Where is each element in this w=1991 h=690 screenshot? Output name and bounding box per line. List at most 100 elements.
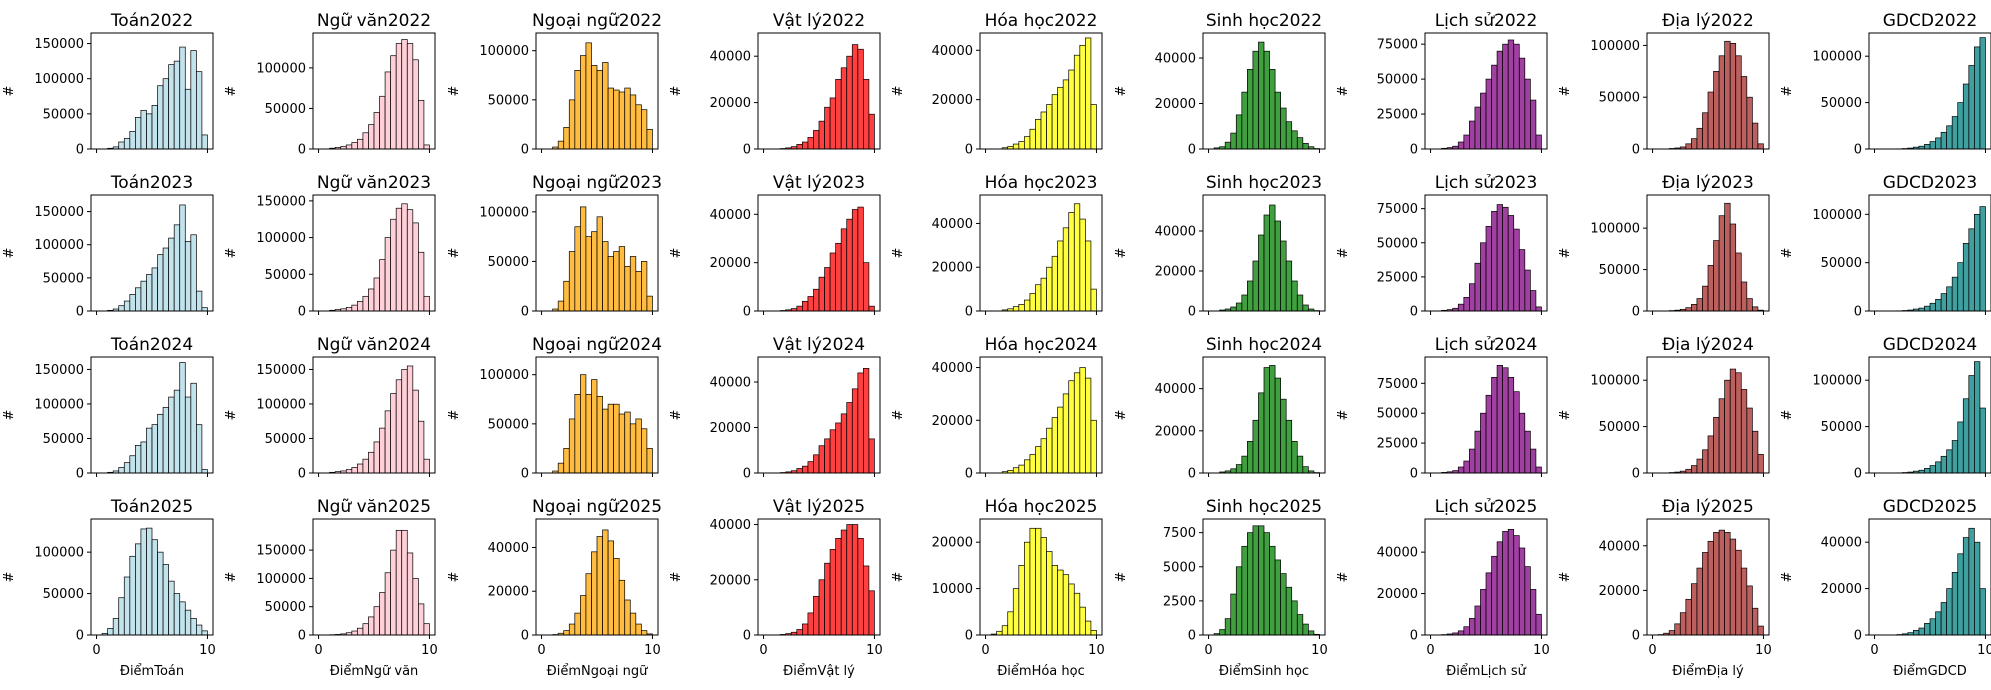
histogram-bar (1029, 527, 1036, 636)
histogram-bar (1946, 125, 1953, 150)
y-tick-label: 100000 (479, 44, 529, 59)
histogram-bar (1502, 367, 1509, 474)
y-axis-label: # (1336, 86, 1351, 97)
histogram-bar (1469, 120, 1476, 150)
histogram-bar (1062, 79, 1070, 150)
panel-title: Toán2023 (110, 173, 193, 193)
histogram-bar (1674, 623, 1681, 636)
histogram-bar (1707, 265, 1714, 312)
histogram-bar (1285, 419, 1293, 474)
histogram-bar (1035, 446, 1042, 474)
histogram-bar (580, 595, 587, 636)
panel-title: Vật lý2023 (773, 173, 865, 193)
histogram-bar (173, 60, 181, 150)
y-tick-label: 7500 (1163, 526, 1196, 541)
histogram-bar (1974, 541, 1981, 636)
histogram-bar (618, 579, 626, 636)
histogram-bar (1241, 91, 1248, 150)
histogram-bar (574, 612, 581, 636)
histogram-bar (813, 454, 820, 474)
histogram-bar (1929, 618, 1936, 636)
histogram-bar (1029, 128, 1036, 150)
histogram-bar (618, 246, 626, 312)
y-tick-label: 20000 (710, 573, 751, 588)
x-axis-label: ĐiểmĐịa lý (1672, 664, 1744, 679)
histogram-bar (401, 203, 408, 312)
panel-title: Toán2025 (110, 497, 193, 517)
histogram-bar (1740, 76, 1748, 150)
y-tick-label: 0 (1632, 467, 1640, 482)
histogram-bar (818, 120, 825, 150)
histogram-bar (1746, 96, 1753, 150)
y-axis-label: # (447, 248, 462, 259)
y-tick-label: 20000 (488, 585, 529, 600)
panel-4-6: 0 2500 5000 7500 0 10 Sinh học2025 # ĐiểmSinh họ… (1114, 497, 1328, 679)
histogram-bar (1269, 69, 1276, 150)
panel-title: GDCD2025 (1883, 497, 1978, 517)
axes-frame (1424, 518, 1548, 636)
axes-frame (757, 518, 881, 636)
histogram-bar (1457, 466, 1465, 474)
histogram-bar (1280, 240, 1287, 312)
y-tick-label: 0 (1632, 143, 1640, 158)
histogram-bar (1247, 280, 1254, 312)
histogram-bar (373, 277, 380, 312)
histogram-bar (418, 99, 425, 150)
y-tick-label: 100000 (256, 397, 306, 412)
histogram-bar (390, 393, 397, 474)
histogram-bar (1729, 368, 1737, 474)
histogram-bar (840, 413, 848, 474)
y-axis-label: # (891, 410, 906, 421)
histogram-bar (1935, 137, 1942, 150)
histogram-bar (1535, 613, 1542, 636)
histogram-bar (618, 413, 626, 474)
histogram-bar (412, 222, 419, 312)
histogram-bar (1040, 111, 1047, 150)
panel-1-8: 0 50000 100000 Địa lý2022 # (1558, 11, 1770, 158)
histogram-bar (1702, 552, 1709, 636)
histogram-bar (1012, 467, 1020, 474)
histogram-bar (1007, 611, 1014, 636)
histogram-bar (1968, 375, 1975, 474)
histogram-bar (1035, 119, 1042, 150)
histogram-bar (423, 623, 430, 636)
histogram-bar (1757, 625, 1764, 636)
y-tick-label: 20000 (932, 414, 973, 429)
histogram-bar (1518, 249, 1526, 312)
x-axis-label: ĐiểmVật lý (783, 664, 855, 679)
histogram-bar (390, 218, 397, 312)
histogram-bar (618, 91, 626, 150)
histogram-bar (1513, 535, 1520, 636)
histogram-bar (1979, 37, 1986, 150)
histogram-bar (1713, 240, 1720, 312)
y-tick-label: 100000 (1812, 208, 1862, 223)
y-tick-label: 0 (76, 629, 84, 644)
panel-1-9: 0 50000 100000 GDCD2022 # (1780, 11, 1991, 158)
histogram-bar (157, 254, 164, 312)
histogram-bar (373, 441, 380, 474)
y-tick-label: 20000 (710, 421, 751, 436)
histogram-bar (1269, 204, 1276, 312)
y-axis-label: # (447, 572, 462, 583)
panel-3-9: 0 50000 100000 GDCD2024 # (1780, 335, 1991, 482)
histogram-bar (1051, 255, 1058, 312)
axes-frame (90, 518, 214, 636)
y-tick-label: 20000 (932, 93, 973, 108)
histogram-bar (1463, 626, 1470, 636)
histogram-bar (1691, 304, 1698, 312)
axes-frame (1646, 356, 1770, 474)
axes-frame (312, 356, 436, 474)
histogram-bar (868, 438, 875, 474)
y-axis-label: # (1558, 86, 1573, 97)
histogram-bar (1718, 55, 1725, 150)
y-tick-label: 40000 (1155, 225, 1196, 240)
histogram-bar (1474, 262, 1481, 312)
histogram-bar (1507, 215, 1515, 312)
panel-2-7: 0 25000 50000 75000 Lịch sử2023 # (1336, 173, 1548, 320)
y-axis-label: # (1114, 248, 1129, 259)
y-tick-label: 40000 (1599, 539, 1640, 554)
histogram-bar (629, 423, 637, 474)
panel-1-7: 0 25000 50000 75000 Lịch sử2022 # (1336, 11, 1548, 158)
y-axis-label: # (891, 86, 906, 97)
histogram-bar (184, 396, 192, 474)
